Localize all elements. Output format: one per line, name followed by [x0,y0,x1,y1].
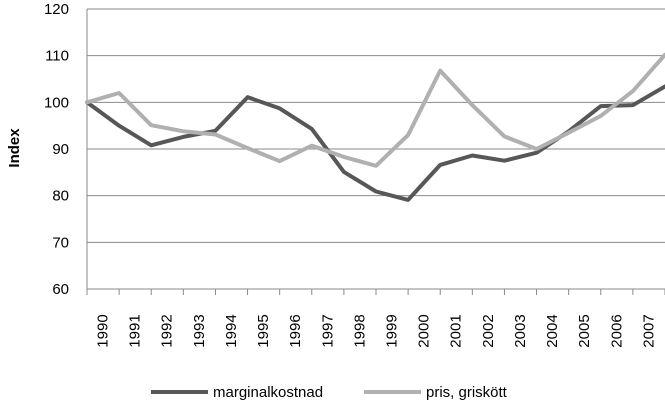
x-tick-label: 1995 [255,314,272,347]
series-line-1 [85,52,665,168]
legend-label-0: marginalkostnad [213,384,323,401]
legend-label-1: pris, griskött [426,384,508,401]
x-tick-label: 1992 [159,314,176,347]
y-tick-label: 90 [52,141,69,158]
x-tick-label: 2000 [416,314,433,347]
x-tick-label: 1990 [95,314,112,347]
x-tick-label: 1999 [384,314,401,347]
x-axis: 1990 1991 1992 1993 1994 1995 1996 1997 1998 1999… [86,9,665,348]
y-tick-label: 60 [52,281,69,298]
x-tick-label: 1991 [127,314,144,347]
x-tick-label: 2005 [576,314,593,347]
x-tick-label: 2001 [448,314,465,347]
x-tick-label: 2002 [480,314,497,347]
x-tick-label: 1998 [351,314,368,347]
x-tick-label: 1994 [223,314,240,347]
x-tick-label: 2003 [512,314,529,347]
y-tick-label: 70 [52,234,69,251]
x-tick-label: 1997 [319,314,336,347]
x-tick-label: 2006 [608,314,625,347]
series-lines [85,52,665,202]
x-tick-label: 1993 [191,314,208,347]
y-tick-labels: 60 70 80 90 100 110 120 [44,1,69,298]
x-tick-label: 2004 [544,314,561,347]
x-tick-label: 1996 [287,314,304,347]
y-tick-label: 100 [44,94,69,111]
y-axis-label: Index [6,128,23,168]
y-tick-label: 110 [45,48,69,65]
legend: marginalkostnad pris, griskött [151,384,508,401]
series-line-0 [85,84,665,202]
y-tick-label: 120 [44,1,69,18]
gridlines [87,8,665,290]
y-tick-label: 80 [52,188,69,205]
x-tick-label: 2007 [640,314,657,347]
